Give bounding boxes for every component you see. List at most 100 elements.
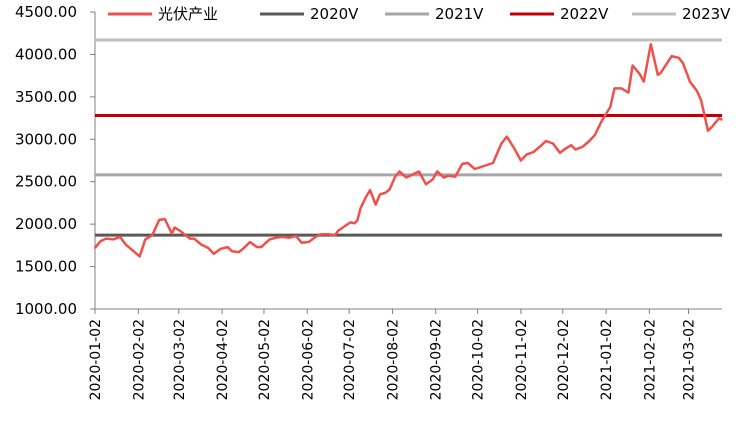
series-point: [281, 236, 283, 238]
y-tick-label: 1500.00: [15, 258, 77, 276]
series-point: [314, 236, 317, 238]
series-point: [545, 140, 547, 142]
series-point: [164, 218, 166, 220]
series-point: [574, 148, 577, 151]
series-point: [520, 159, 522, 162]
series-point: [345, 224, 348, 226]
series-point: [594, 134, 596, 136]
series-point: [179, 230, 181, 232]
series-point: [138, 255, 141, 258]
series-point: [659, 72, 662, 74]
series-point: [334, 234, 336, 236]
series-point: [173, 226, 176, 229]
series-point: [601, 119, 603, 122]
series-point: [275, 236, 278, 239]
series-point: [369, 189, 371, 191]
y-tick-label: 2000.00: [15, 215, 77, 233]
series-point: [432, 178, 434, 180]
series-point: [320, 233, 323, 236]
series-point: [212, 253, 215, 255]
series-point: [613, 87, 616, 90]
series-point: [144, 238, 147, 241]
series-point: [158, 219, 161, 221]
series-point: [356, 219, 359, 221]
series-point: [238, 251, 240, 253]
x-tick-label: 2020-04-02: [215, 319, 231, 400]
x-tick-label: 2020-12-02: [556, 319, 572, 400]
series-point: [412, 173, 415, 175]
x-tick-label: 2020-02-02: [131, 319, 147, 400]
series-point: [642, 80, 645, 83]
series-point: [467, 162, 469, 164]
series-point: [620, 87, 623, 90]
legend-label-4: 2023V: [682, 5, 731, 23]
series-point: [105, 237, 107, 240]
series-point: [474, 168, 476, 170]
x-tick-label: 2020-09-02: [429, 319, 445, 400]
series-point: [513, 146, 515, 149]
series-point: [349, 221, 352, 224]
series-point: [359, 208, 362, 210]
series-point: [256, 246, 258, 248]
series-point: [436, 170, 438, 173]
series-point: [295, 235, 297, 237]
series-point: [183, 233, 186, 236]
series-point: [268, 238, 271, 241]
y-tick-label: 3500.00: [15, 88, 77, 106]
series-point: [112, 238, 114, 241]
series-point: [627, 91, 630, 94]
x-tick-label: 2020-11-02: [514, 319, 530, 400]
legend-label-3: 2022V: [560, 5, 609, 23]
series-point: [231, 250, 233, 253]
series-point: [398, 170, 401, 173]
series-point: [219, 247, 222, 250]
series-point: [200, 243, 202, 246]
series-point: [99, 240, 102, 242]
series-point: [337, 230, 339, 232]
series-point: [171, 232, 173, 235]
series-point: [532, 151, 535, 153]
x-tick-label: 2020-07-02: [342, 319, 358, 400]
series-point: [649, 43, 652, 46]
series-point: [151, 234, 154, 236]
series-point: [249, 241, 251, 243]
x-tick-label: 2021-03-02: [681, 319, 697, 400]
series-point: [388, 188, 391, 191]
series-point: [525, 153, 528, 156]
series-point: [559, 152, 561, 154]
x-tick-label: 2020-01-02: [88, 319, 104, 400]
legend-label-2: 2021V: [435, 5, 484, 23]
series-point: [443, 176, 445, 179]
series-point: [689, 80, 691, 83]
series-point: [300, 242, 303, 244]
series-point: [638, 73, 641, 75]
y-tick-label: 1000.00: [15, 300, 77, 318]
y-tick-label: 4500.00: [15, 3, 77, 21]
x-tick-label: 2020-08-02: [385, 319, 401, 400]
series-point: [307, 241, 310, 243]
series-point: [425, 183, 427, 186]
series-point: [454, 175, 457, 178]
x-tick-label: 2020-10-02: [471, 319, 487, 400]
series-point: [405, 176, 408, 179]
x-tick-label: 2020-06-02: [300, 319, 316, 400]
series-point: [656, 73, 659, 76]
series-point: [696, 90, 698, 92]
x-tick-label: 2020-03-02: [172, 319, 188, 400]
y-tick-label: 2500.00: [15, 173, 77, 191]
series-point: [189, 237, 191, 240]
x-tick-label: 2021-01-02: [599, 319, 615, 400]
series-point: [226, 246, 229, 248]
x-tick-label: 2020-05-02: [257, 319, 273, 400]
series-point: [394, 175, 397, 178]
series-point: [193, 237, 195, 240]
series-point: [670, 55, 673, 57]
series-point: [384, 191, 387, 194]
series-point: [353, 222, 356, 225]
series-point: [570, 144, 572, 147]
series-point: [124, 243, 127, 246]
series-point: [700, 99, 702, 102]
series-point: [288, 236, 290, 239]
